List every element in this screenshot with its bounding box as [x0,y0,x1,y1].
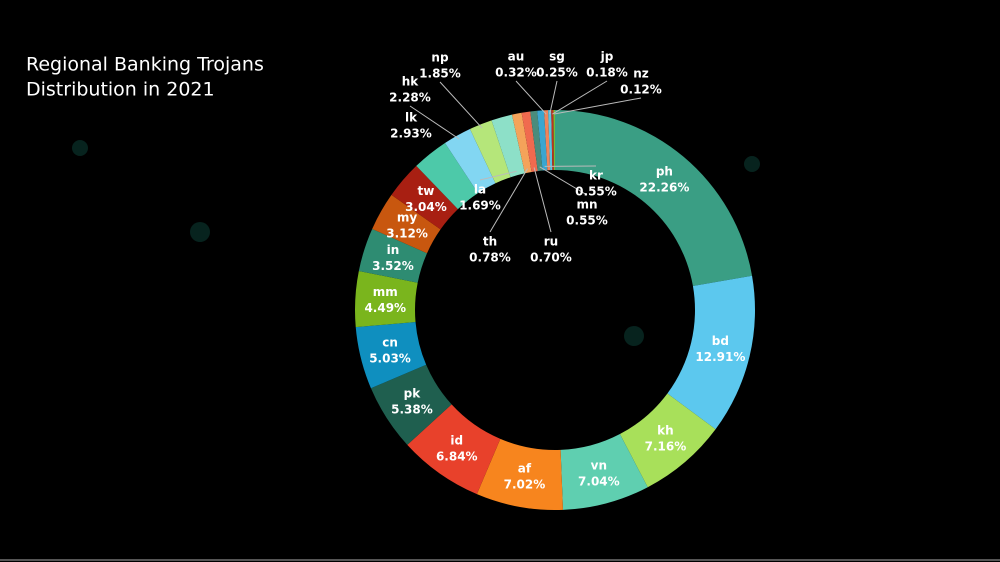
slice-value-label: 1.69% [459,199,501,213]
slice-category-label: kr [589,169,603,183]
decor-dot [624,326,644,346]
slice-category-label: cn [382,336,398,350]
slice-value-label: 0.55% [575,185,617,199]
donut-slice [476,438,563,510]
donut-slice [521,111,538,172]
slice-category-label: id [450,433,463,447]
slice-value-label: 12.91% [695,350,745,364]
slice-category-label: vn [591,459,607,473]
donut-slice [355,271,418,328]
slice-value-label: 7.04% [578,475,620,489]
leader-line [539,166,588,196]
donut-slice [469,120,511,184]
slice-category-label: lk [405,111,418,125]
donut-slice [511,112,532,174]
donut-slice [560,434,648,510]
slice-category-label: af [518,462,532,476]
slice-category-label: kh [657,424,674,438]
donut-slice [407,404,501,495]
leader-line [549,80,558,115]
leader-line [409,105,460,140]
slice-value-label: 0.18% [586,66,628,80]
donut-slice [358,228,428,283]
slice-value-label: 0.78% [469,251,511,265]
slice-value-label: 7.02% [504,478,546,492]
slice-category-label: sg [549,50,565,64]
donut-slice [370,364,452,445]
leader-line [554,97,642,115]
slice-value-label: 4.49% [364,301,406,315]
donut-slice [553,110,555,171]
slice-category-label: in [387,243,400,257]
slice-value-label: 0.55% [566,214,608,228]
slice-value-label: 0.70% [530,251,572,265]
slice-category-label: mm [373,285,398,299]
slice-value-label: 3.04% [405,200,447,214]
donut-slice [416,142,478,210]
slice-category-label: jp [600,50,614,64]
donut-slice [555,110,753,286]
slice-value-label: 0.25% [536,66,578,80]
leader-line [489,168,528,233]
slice-category-label: hk [402,75,420,89]
leader-line [515,80,547,115]
slice-category-label: ph [656,164,673,178]
decor-dot [72,140,88,156]
slice-value-label: 2.93% [390,127,432,141]
slice-category-label: np [431,51,449,65]
slice-category-label: th [483,235,497,249]
donut-slice [537,110,548,171]
donut-slice [491,114,525,178]
leader-line [533,167,552,233]
slice-category-label: ru [544,235,558,249]
slice-category-label: la [474,183,486,197]
chart-title: Regional Banking Trojans [26,54,264,76]
slice-category-label: mn [576,198,597,212]
decor-dot [744,156,760,172]
donut-slice [548,110,553,171]
slice-category-label: bd [712,334,729,348]
slice-value-label: 1.85% [419,67,461,81]
slice-value-label: 5.03% [369,352,411,366]
slice-value-label: 2.28% [389,91,431,105]
donut-slice [355,322,427,389]
leader-line [439,81,483,129]
slice-value-label: 5.38% [391,402,433,416]
leader-line [552,80,608,115]
donut-slice [544,110,551,171]
donut-slice [530,110,543,172]
slice-category-label: au [508,50,525,64]
decor-dot [190,222,210,242]
slice-value-label: 0.12% [620,83,662,97]
chart-title: Distribution in 2021 [26,79,215,101]
slice-value-label: 3.12% [386,227,428,241]
donut-slice [391,165,458,230]
slice-category-label: pk [404,386,422,400]
donut-slice [619,393,716,488]
slice-value-label: 0.32% [495,66,537,80]
donut-slice [444,128,496,194]
slice-value-label: 22.26% [639,180,689,194]
slice-value-label: 7.16% [645,440,687,454]
slice-value-label: 6.84% [436,449,478,463]
slice-category-label: my [397,211,418,225]
slice-value-label: 3.52% [372,259,414,273]
donut-slice [551,110,554,171]
leader-line [479,170,517,181]
donut-slice [667,275,755,430]
donut-slice [372,194,441,254]
slice-category-label: nz [633,67,649,81]
slice-category-label: tw [418,184,435,198]
